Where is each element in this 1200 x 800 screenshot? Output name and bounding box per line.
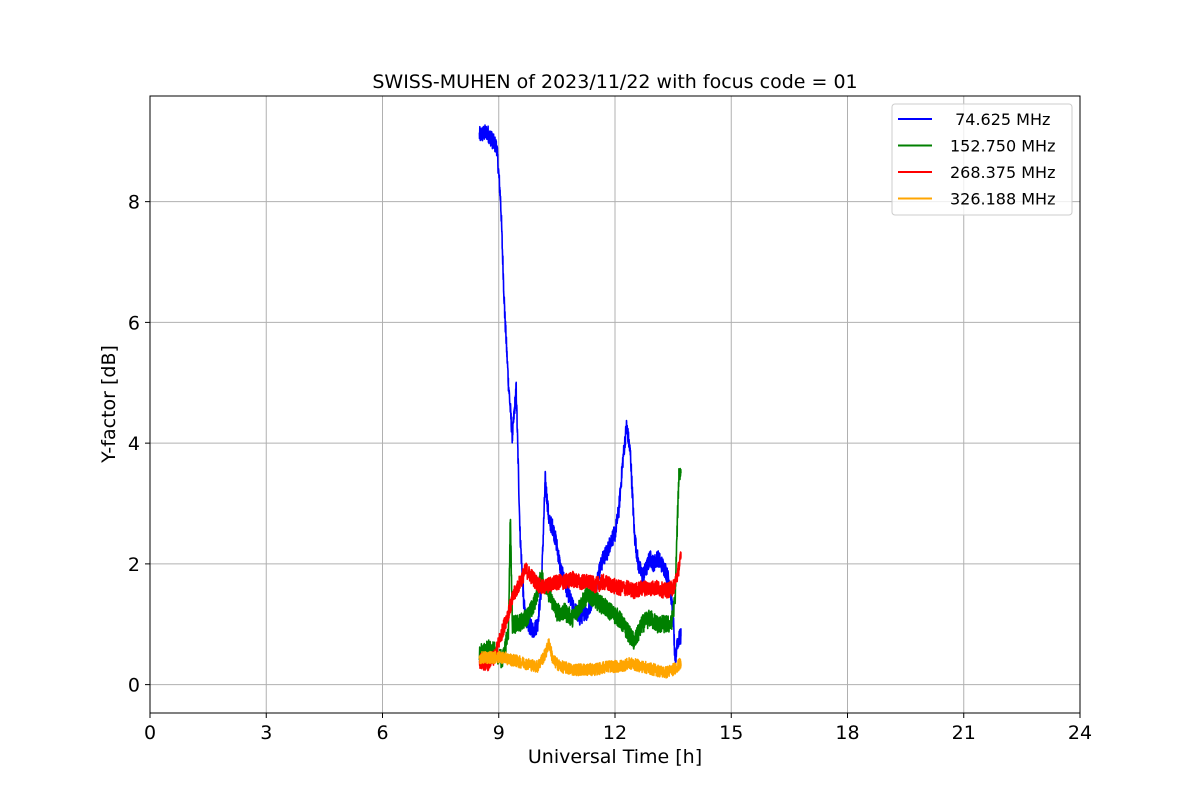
y-axis: 0 2 4 6 8 bbox=[128, 192, 150, 697]
x-tick-label: 3 bbox=[260, 722, 272, 744]
x-axis-label: Universal Time [h] bbox=[528, 746, 702, 768]
series-line-1 bbox=[478, 467, 682, 669]
y-tick-label: 4 bbox=[128, 433, 140, 455]
legend-label-2: 268.375 MHz bbox=[950, 163, 1055, 182]
x-tick-label: 12 bbox=[603, 722, 627, 744]
x-tick-label: 21 bbox=[952, 722, 976, 744]
x-tick-label: 6 bbox=[376, 722, 388, 744]
x-tick-label: 0 bbox=[144, 722, 156, 744]
x-tick-label: 15 bbox=[719, 722, 743, 744]
y-tick-label: 2 bbox=[128, 554, 140, 576]
plot-area bbox=[478, 124, 682, 679]
x-tick-label: 9 bbox=[493, 722, 505, 744]
y-axis-label: Y-factor [dB] bbox=[98, 345, 120, 464]
y-tick-label: 0 bbox=[128, 675, 140, 697]
y-tick-label: 6 bbox=[128, 312, 140, 334]
y-tick-label: 8 bbox=[128, 192, 140, 214]
legend-label-3: 326.188 MHz bbox=[950, 190, 1055, 209]
series-line-2 bbox=[478, 551, 682, 672]
series-line-0 bbox=[478, 124, 682, 665]
legend-label-0: 74.625 MHz bbox=[950, 110, 1050, 129]
legend: 74.625 MHz 152.750 MHz 268.375 MHz 326.188 … bbox=[891, 103, 1073, 216]
chart-title: SWISS-MUHEN of 2023/11/22 with focus cod… bbox=[372, 71, 857, 93]
x-tick-label: 24 bbox=[1068, 722, 1092, 744]
legend-label-1: 152.750 MHz bbox=[950, 137, 1055, 156]
x-axis: 0 3 6 9 12 15 18 21 24 bbox=[144, 713, 1092, 744]
x-tick-label: 18 bbox=[835, 722, 859, 744]
series-line-3 bbox=[478, 638, 682, 679]
legend-frame bbox=[891, 103, 1073, 216]
